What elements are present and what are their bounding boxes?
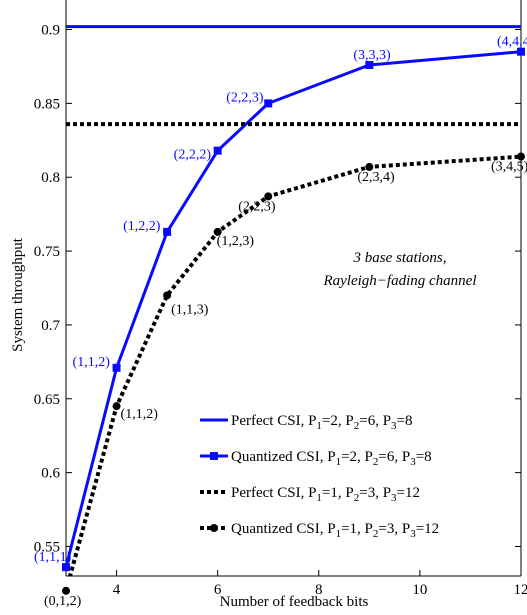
y-tick-label: 0.9: [41, 23, 60, 39]
x-tick-label: 10: [412, 582, 427, 598]
y-tick-label: 0.8: [41, 170, 60, 186]
legend-label: Quantized CSI, P1=2, P2=6, P3=8: [231, 449, 432, 468]
axis-ticks: 4 6 8 10 12 0.55 0.6 0.65 0.7 0.75 0.8 0.85 0.9: [34, 23, 527, 598]
x-tick-label: 12: [514, 582, 527, 598]
data-label: (1,1,3): [171, 302, 209, 317]
y-tick-label: 0.6: [41, 466, 60, 482]
x-axis-label: Number of feedback bits: [220, 594, 369, 610]
data-label: (3,4,5): [491, 160, 527, 175]
legend-marker: [210, 524, 218, 532]
data-label: (2,2,3): [226, 90, 264, 105]
data-label: (2,2,3): [238, 199, 276, 214]
axes-frame: [65, 0, 522, 577]
data-label: (4,4,4): [497, 35, 527, 50]
data-label: (1,2,3): [217, 234, 255, 249]
point-labels-layer: (1,1,1) (1,1,2) (1,2,2) (2,2,2) (2,2,3) (3,3,…: [34, 35, 527, 609]
y-axis-label: System throughput: [10, 237, 26, 352]
data-point: [365, 162, 374, 171]
data-point: [264, 99, 273, 108]
data-label: (3,3,3): [353, 48, 391, 63]
data-point: [213, 146, 222, 155]
y-tick-label: 0.85: [34, 96, 60, 112]
data-label: (1,1,1): [34, 550, 72, 565]
data-label: (2,3,4): [357, 170, 395, 185]
legend-label: Perfect CSI, P1=1, P2=3, P3=12: [231, 485, 420, 504]
data-label: (0,1,2): [44, 594, 82, 609]
data-label: (1,2,2): [123, 219, 161, 234]
markers-layer: [62, 47, 525, 595]
y-tick-label: 0.75: [34, 244, 60, 260]
y-tick-label: 0.65: [34, 392, 60, 408]
data-point: [62, 586, 70, 595]
data-label: (1,1,2): [121, 407, 159, 422]
data-point: [517, 152, 525, 161]
data-point: [163, 291, 172, 300]
data-point: [112, 402, 121, 411]
data-point: [112, 363, 121, 372]
annotation-line-1: 3 base stations,: [353, 250, 447, 266]
x-tick-label: 4: [113, 582, 121, 598]
x-tick-label: 6: [214, 582, 222, 598]
data-point: [517, 47, 525, 56]
legend-marker: [210, 452, 218, 460]
data-point: [62, 563, 70, 572]
data-point: [264, 192, 273, 201]
data-point: [163, 227, 172, 236]
legend: Perfect CSI, P1=2, P2=6, P3=8 Quantized C…: [200, 413, 439, 540]
legend-label: Perfect CSI, P1=2, P2=6, P3=8: [231, 413, 413, 432]
data-point: [213, 227, 222, 236]
x-tick-label: 8: [315, 582, 323, 598]
legend-label: Quantized CSI, P1=1, P2=3, P3=12: [231, 521, 439, 540]
y-tick-label: 0.55: [34, 539, 60, 555]
data-point: [365, 60, 374, 69]
annotation-line-2: Rayleigh−fading channel: [322, 273, 476, 289]
y-tick-label: 0.7: [41, 318, 60, 334]
data-label: (1,1,2): [73, 355, 111, 370]
series-layer: [66, 25, 522, 576]
data-label: (2,2,2): [174, 148, 212, 163]
